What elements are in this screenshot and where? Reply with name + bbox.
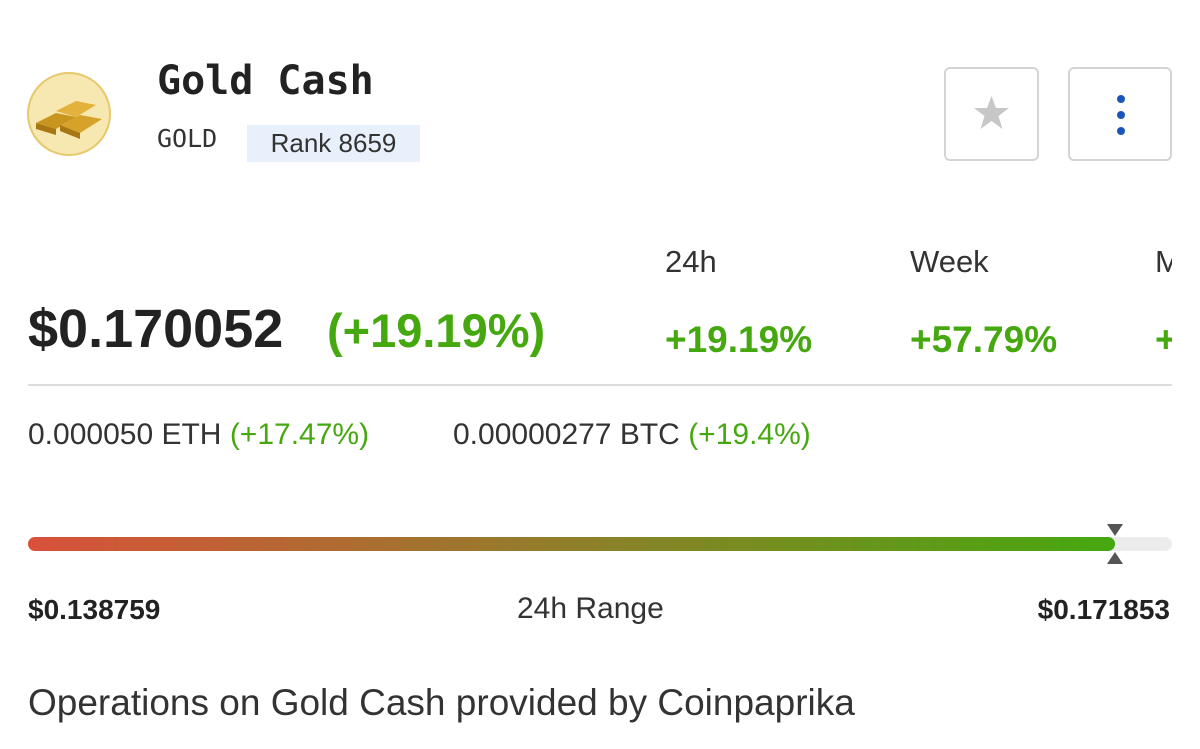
period-change: +57.79% — [910, 319, 1058, 360]
star-icon — [974, 96, 1009, 129]
range-fill — [28, 537, 1115, 551]
range-high: $0.171853 — [1037, 594, 1170, 625]
divider — [28, 384, 1172, 386]
period-change: + — [1155, 319, 1172, 360]
period-change: +19.19% — [665, 319, 813, 360]
range-label: 24h Range — [517, 592, 664, 625]
coin-name: Gold Cash — [157, 58, 374, 104]
conversion: 0.000050 ETH (+17.47%) — [28, 418, 369, 452]
range-marker — [1107, 552, 1123, 564]
price: $0.170052 — [28, 299, 284, 359]
coin-logo — [27, 72, 111, 156]
period-label: Week — [910, 244, 989, 279]
period-label: 24h — [665, 244, 717, 279]
price-change: (+19.19%) — [327, 304, 546, 357]
conversion-amount: 0.000050 ETH — [28, 418, 222, 451]
range-bar — [28, 524, 1172, 564]
conversion-change: (+19.4%) — [688, 418, 811, 451]
period-label: M — [1155, 244, 1172, 279]
range-marker — [1107, 524, 1123, 536]
coin-symbol: GOLD — [157, 124, 218, 153]
price-area: $0.170052 (+19.19%) 24h +19.19% Week +57… — [28, 244, 1172, 360]
rank-badge: Rank 8659 — [247, 125, 420, 162]
more-button[interactable] — [1068, 67, 1172, 161]
conversion: 0.00000277 BTC (+19.4%) — [453, 418, 811, 452]
favorite-button[interactable] — [944, 67, 1039, 161]
conversion-amount: 0.00000277 BTC — [453, 418, 680, 451]
footer-text: Operations on Gold Cash provided by Coin… — [28, 682, 855, 723]
more-icon — [1117, 95, 1125, 135]
conversion-change: (+17.47%) — [229, 418, 370, 451]
range-low: $0.138759 — [28, 594, 161, 625]
